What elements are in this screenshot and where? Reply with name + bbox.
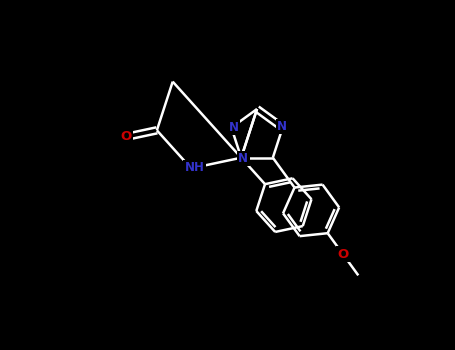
Text: N: N (238, 152, 248, 165)
Text: NH: NH (185, 161, 205, 174)
Text: N: N (228, 121, 238, 134)
Text: O: O (337, 248, 349, 261)
Text: O: O (121, 130, 132, 143)
Text: N: N (277, 120, 287, 133)
